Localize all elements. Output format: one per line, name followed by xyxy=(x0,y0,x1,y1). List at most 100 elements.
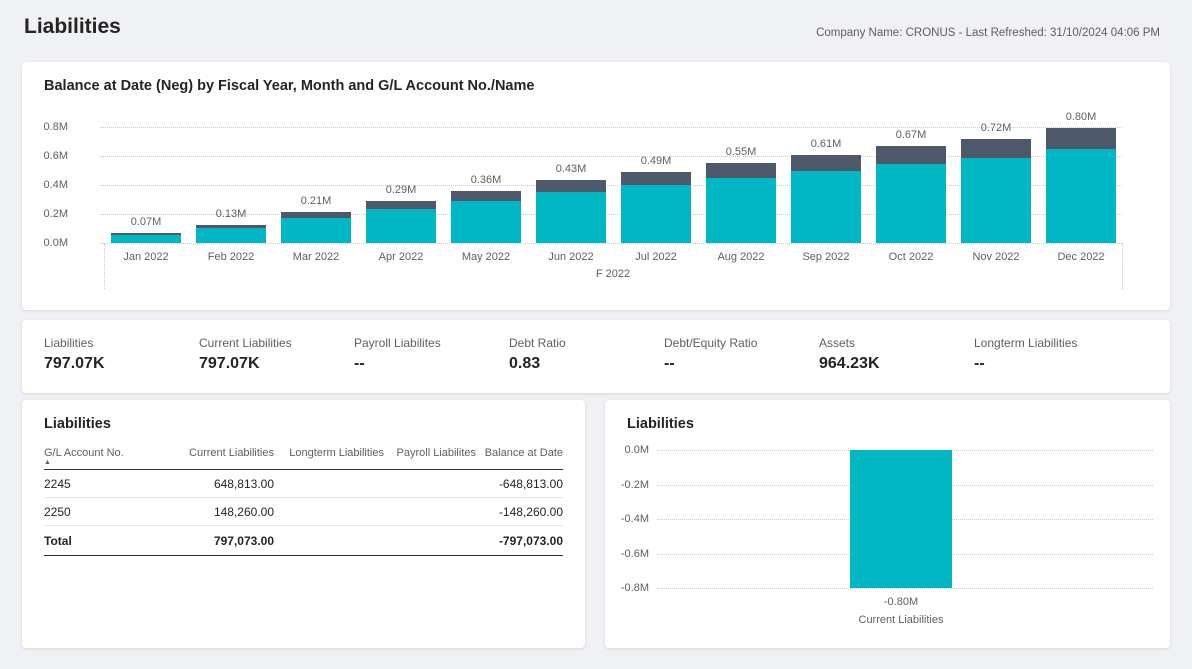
bar-segment-2250[interactable] xyxy=(281,212,351,218)
bar-segment-2245[interactable] xyxy=(536,192,606,243)
total-label: Total xyxy=(44,533,72,548)
kpi-label: Liabilities xyxy=(44,336,94,350)
gridline xyxy=(100,214,1122,215)
kpi-value: -- xyxy=(664,355,675,372)
bar-total-label: 0.49M xyxy=(640,155,672,167)
bar-segment-2250[interactable] xyxy=(1046,128,1116,149)
gridline xyxy=(100,156,1122,157)
table-total-row: Total 797,073.00 -797,073.00 xyxy=(44,525,563,556)
kpi-assets: Assets 964.23K xyxy=(819,336,974,373)
gridline xyxy=(657,588,1153,589)
bar-segment-2250[interactable] xyxy=(196,225,266,228)
bar-total-label: 0.61M xyxy=(810,138,842,150)
y-axis-tick: 0.4M xyxy=(43,179,68,191)
cell-longterm xyxy=(274,470,384,498)
fiscal-year-separator xyxy=(1122,243,1123,289)
column-header-longterm-liabilities[interactable]: Longterm Liabilities xyxy=(274,442,384,470)
table-row[interactable]: 2245 648,813.00 -648,813.00 xyxy=(44,470,563,498)
bar-current-liabilities[interactable] xyxy=(850,450,952,588)
bar-segment-2245[interactable] xyxy=(366,209,436,243)
liabilities-table-title: Liabilities xyxy=(44,416,111,432)
bar-segment-2250[interactable] xyxy=(621,172,691,185)
kpi-label: Current Liabilities xyxy=(199,336,292,350)
x-axis-label: Apr 2022 xyxy=(378,251,424,263)
bar-segment-2245[interactable] xyxy=(621,185,691,243)
kpi-liabilities: Liabilities 797.07K xyxy=(44,336,199,373)
bar-total-label: 0.80M xyxy=(1065,111,1097,123)
cell-balance: -148,260.00 xyxy=(498,504,563,519)
y-axis-tick: 0.0M xyxy=(43,237,68,249)
column-header-gl-account[interactable]: G/L Account No. ▲ xyxy=(44,442,174,470)
bar-segment-2245[interactable] xyxy=(281,218,351,243)
bar-segment-2250[interactable] xyxy=(111,233,181,235)
fiscal-chart-plot: 0.8M 0.6M 0.4M 0.2M 0.0M 0.07M Jan 2022 0.13M Fe… xyxy=(22,62,1170,310)
x-axis-label: Sep 2022 xyxy=(802,251,850,263)
x-axis-label: Aug 2022 xyxy=(717,251,765,263)
bar-total-label: 0.72M xyxy=(980,122,1012,134)
x-axis-label: Dec 2022 xyxy=(1057,251,1105,263)
total-current: 797,073.00 xyxy=(213,533,274,548)
liabilities-bar-plot: 0.0M -0.2M -0.4M -0.6M -0.8M -0.80M Current Li… xyxy=(605,400,1170,648)
kpi-value: -- xyxy=(354,355,365,372)
kpi-value: -- xyxy=(974,355,985,372)
gridline xyxy=(100,127,1122,128)
bar-segment-2245[interactable] xyxy=(111,235,181,243)
cell-account: 2245 xyxy=(44,476,71,491)
column-header-balance-at-date[interactable]: Balance at Date xyxy=(476,442,563,470)
bar-segment-2250[interactable] xyxy=(366,201,436,209)
kpi-debt-ratio: Debt Ratio 0.83 xyxy=(509,336,664,373)
gridline xyxy=(100,185,1122,186)
bar-segment-2250[interactable] xyxy=(961,139,1031,158)
page-title: Liabilities xyxy=(24,15,121,38)
bar-segment-2250[interactable] xyxy=(536,180,606,192)
x-axis-label: Feb 2022 xyxy=(207,251,255,263)
bar-total-label: 0.29M xyxy=(385,184,417,196)
bar-segment-2245[interactable] xyxy=(961,158,1031,243)
bar-segment-2250[interactable] xyxy=(791,155,861,171)
bar-total-label: 0.21M xyxy=(300,195,332,207)
bar-segment-2250[interactable] xyxy=(876,146,946,164)
cell-payroll xyxy=(384,470,476,498)
bar-segment-2250[interactable] xyxy=(451,191,521,201)
cell-account: 2250 xyxy=(44,504,71,519)
bar-segment-2245[interactable] xyxy=(791,171,861,243)
x-axis-label: May 2022 xyxy=(461,251,511,263)
cell-current: 148,260.00 xyxy=(213,504,274,519)
bar-segment-2245[interactable] xyxy=(1046,149,1116,243)
x-axis-label: Mar 2022 xyxy=(292,251,340,263)
bar-segment-2245[interactable] xyxy=(451,201,521,243)
kpi-panel: Liabilities 797.07K Current Liabilities … xyxy=(22,320,1170,393)
fiscal-chart-panel: Balance at Date (Neg) by Fiscal Year, Mo… xyxy=(22,62,1170,310)
bar-total-label: 0.43M xyxy=(555,163,587,175)
bar-segment-2245[interactable] xyxy=(706,178,776,243)
sort-ascending-icon: ▲ xyxy=(44,459,51,466)
column-header-payroll-liabilities[interactable]: Payroll Liabilites xyxy=(384,442,476,470)
total-longterm xyxy=(274,526,384,556)
y-axis-tick: -0.6M xyxy=(620,548,649,560)
kpi-label: Debt/Equity Ratio xyxy=(664,336,758,350)
bar-segment-2245[interactable] xyxy=(196,228,266,243)
y-axis-tick: 0.2M xyxy=(43,208,68,220)
fiscal-chart-title: Balance at Date (Neg) by Fiscal Year, Mo… xyxy=(44,78,535,94)
x-axis-label: Jun 2022 xyxy=(548,251,594,263)
liabilities-table-panel: Liabilities G/L Account No. ▲ Current Li… xyxy=(22,400,585,648)
column-header-current-liabilities[interactable]: Current Liabilities xyxy=(174,442,274,470)
kpi-value: 0.83 xyxy=(509,355,541,372)
kpi-label: Payroll Liabilites xyxy=(354,336,441,350)
y-axis-tick: 0.6M xyxy=(43,150,68,162)
kpi-payroll-liabilities: Payroll Liabilites -- xyxy=(354,336,509,373)
kpi-value: 964.23K xyxy=(819,355,880,372)
cell-payroll xyxy=(384,498,476,526)
bar-total-label: 0.36M xyxy=(470,174,502,186)
cell-longterm xyxy=(274,498,384,526)
cell-current: 648,813.00 xyxy=(213,476,274,491)
total-balance: -797,073.00 xyxy=(498,533,563,548)
kpi-longterm-liabilities: Longterm Liabilities -- xyxy=(974,336,1129,373)
liabilities-table: G/L Account No. ▲ Current Liabilities Lo… xyxy=(44,442,563,556)
bar-total-label: 0.13M xyxy=(215,208,247,220)
table-row[interactable]: 2250 148,260.00 -148,260.00 xyxy=(44,498,563,526)
bar-segment-2245[interactable] xyxy=(876,164,946,243)
bar-segment-2250[interactable] xyxy=(706,163,776,178)
y-axis-tick: -0.2M xyxy=(620,479,649,491)
